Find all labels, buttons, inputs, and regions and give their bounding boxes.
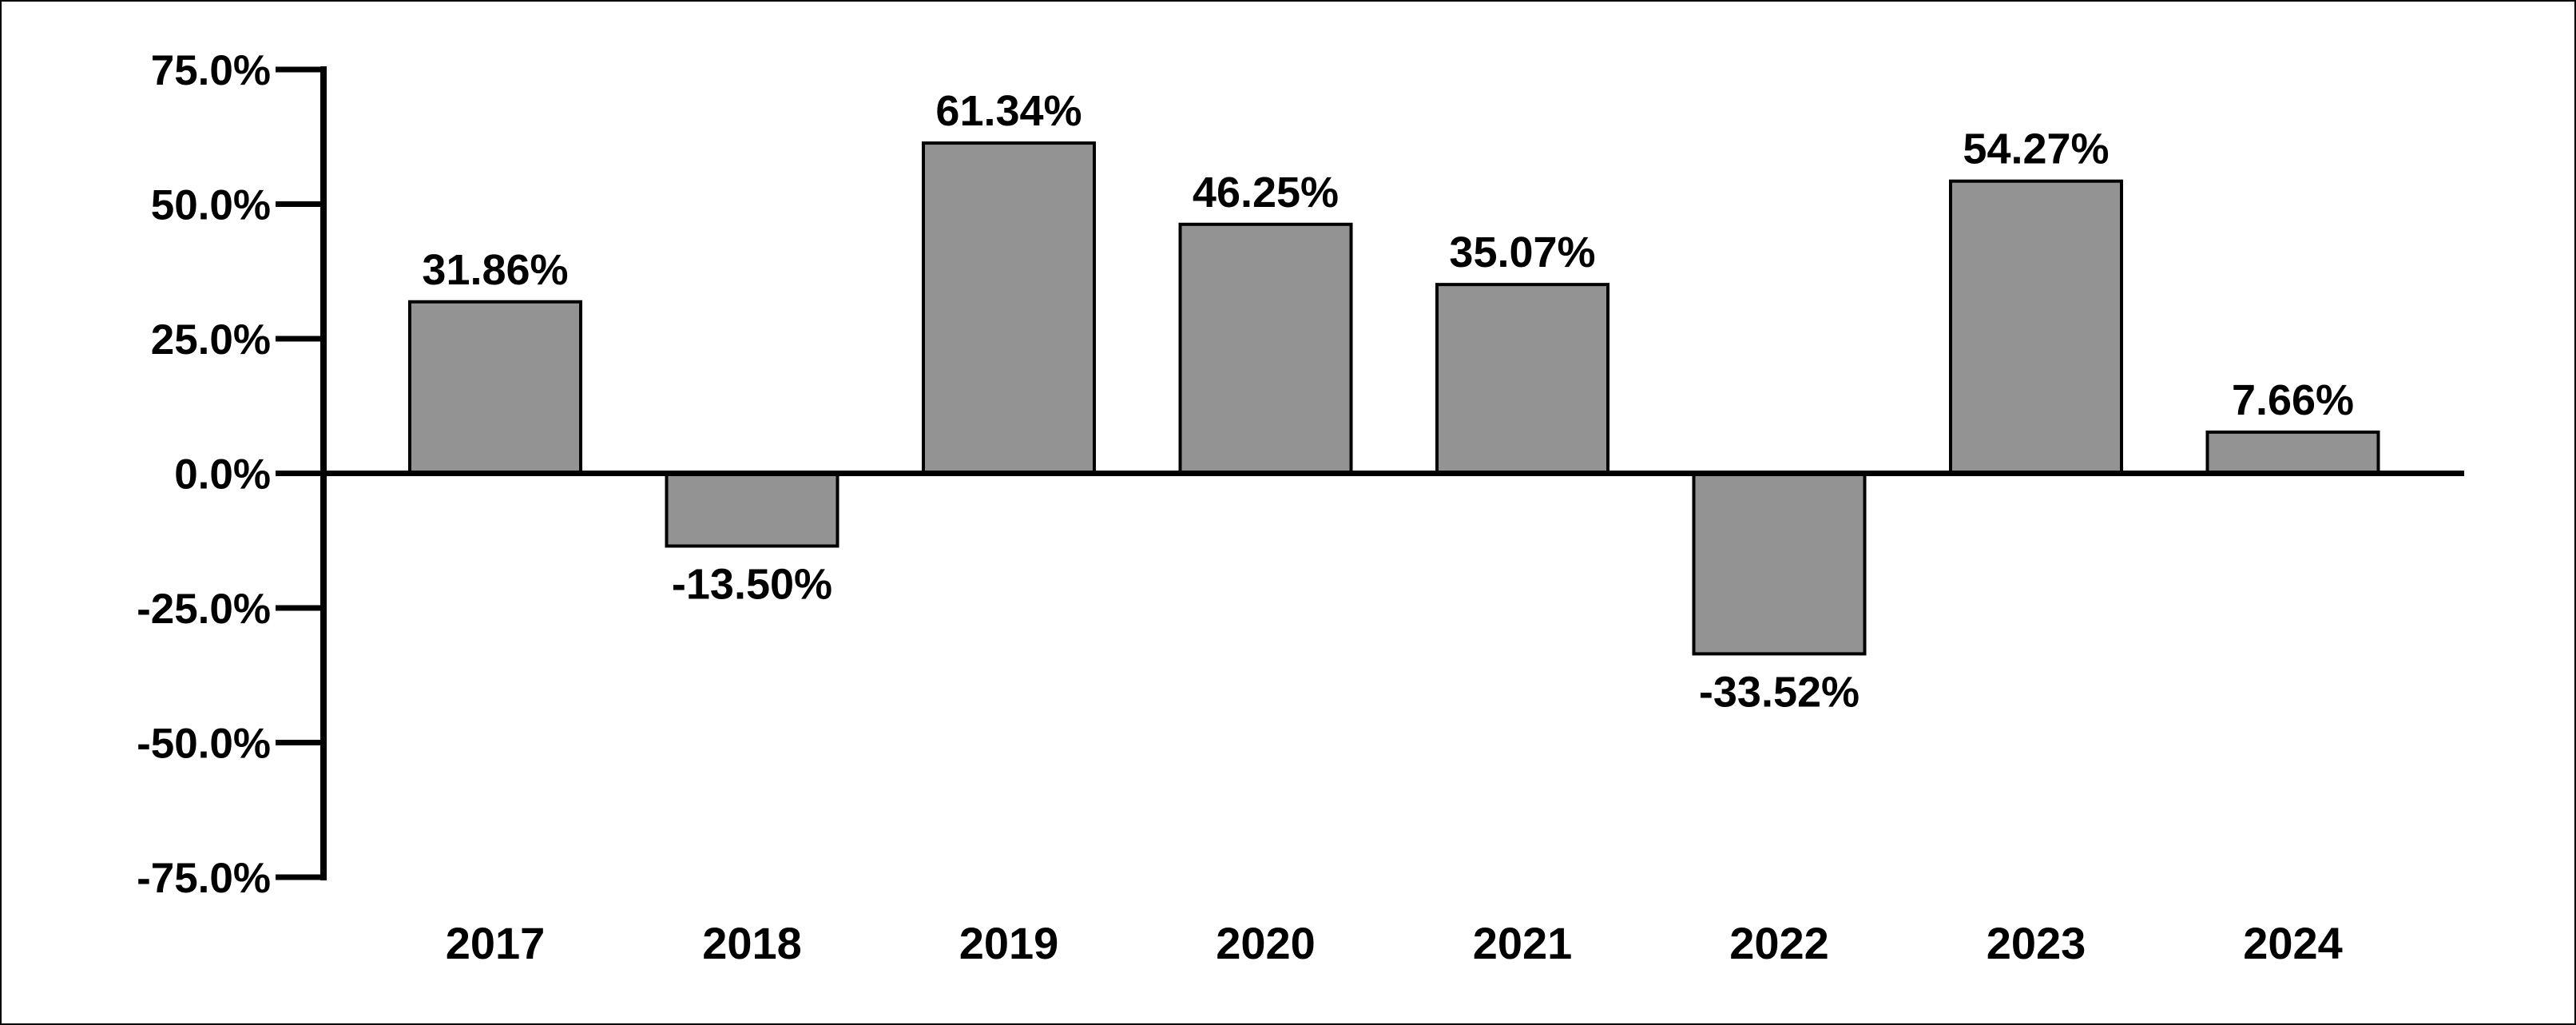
bar-2017 [408, 300, 582, 475]
value-labels: 31.86% -13.50% 61.34% 46.25% 35.07% -33.52% 54… [422, 87, 2354, 716]
y-tick-label: 50.0% [151, 182, 271, 229]
y-axis-ticks: 75.0% 50.0% 25.0% 0.0% -25.0% -50.0% -75.0% [137, 47, 323, 902]
value-label-2023: 54.27% [1963, 125, 2109, 173]
x-tick-label: 2024 [2243, 918, 2343, 968]
y-tick-label: -25.0% [137, 586, 271, 633]
x-axis-labels: 2017 2018 2019 2020 2021 2022 2023 2024 [446, 918, 2343, 968]
x-tick-label: 2020 [1216, 918, 1316, 968]
value-label-2022: -33.52% [1699, 668, 1860, 716]
bars [408, 141, 2380, 656]
x-tick-label: 2021 [1473, 918, 1573, 968]
bar-2021 [1435, 283, 1610, 475]
value-label-2021: 35.07% [1449, 228, 1595, 276]
y-tick-label: -75.0% [137, 855, 271, 902]
value-label-2018: -13.50% [672, 560, 832, 608]
value-label-2024: 7.66% [2232, 376, 2354, 424]
x-tick-label: 2018 [702, 918, 802, 968]
x-tick-label: 2019 [959, 918, 1059, 968]
axes [320, 66, 2464, 880]
x-tick-label: 2023 [1987, 918, 2086, 968]
x-tick-label: 2022 [1729, 918, 1829, 968]
bar-2023 [1949, 179, 2123, 475]
bar-2024 [2205, 430, 2380, 475]
x-tick-label: 2017 [446, 918, 546, 968]
bar-2018 [665, 471, 839, 548]
value-label-2017: 31.86% [422, 246, 568, 294]
y-tick-label: 0.0% [174, 451, 271, 499]
value-label-2019: 61.34% [935, 87, 1082, 135]
y-tick-label: 75.0% [151, 47, 271, 94]
y-tick-label: 25.0% [151, 316, 271, 364]
bar-2019 [922, 141, 1096, 475]
y-tick-label: -50.0% [137, 721, 271, 768]
bar-2022 [1692, 471, 1867, 656]
value-label-2020: 46.25% [1193, 169, 1339, 217]
bar-2020 [1178, 222, 1353, 475]
